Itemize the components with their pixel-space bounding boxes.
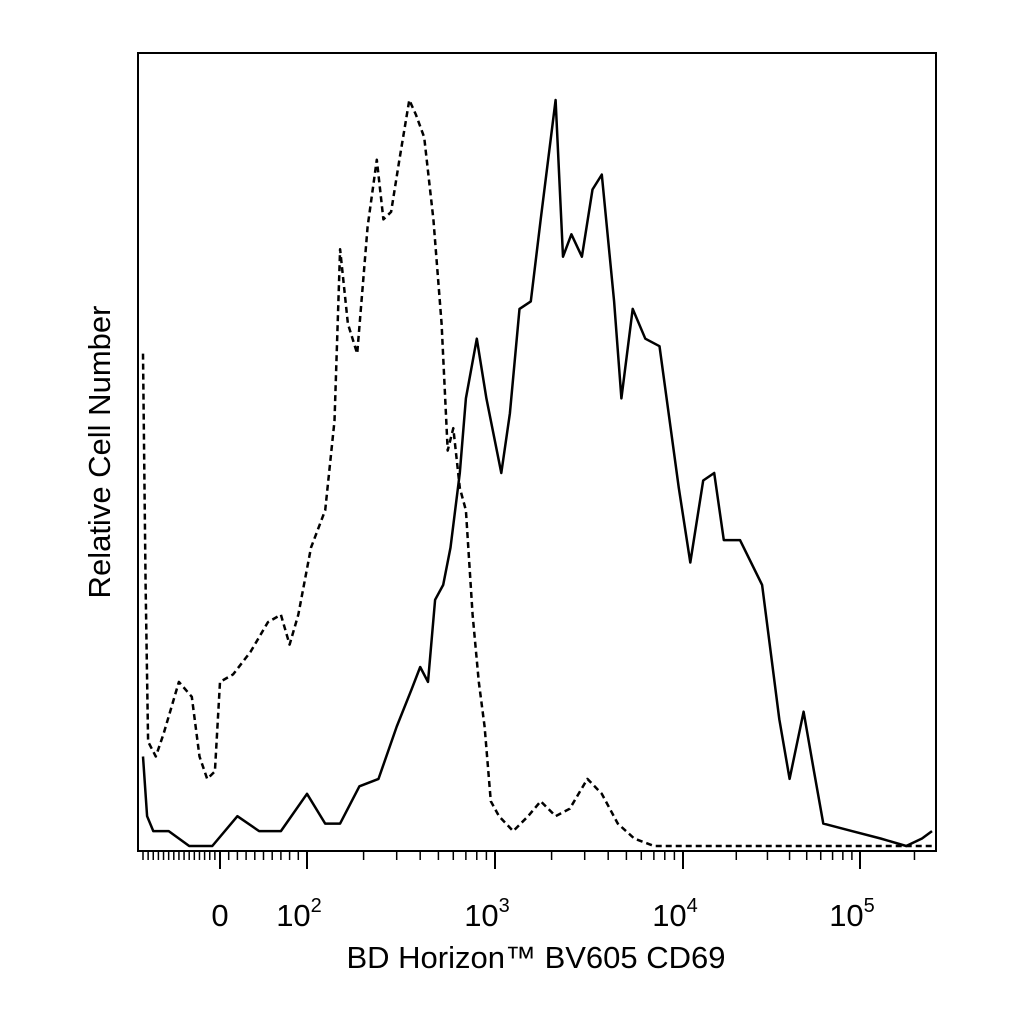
x-axis-label: BD Horizon™ BV605 CD69 — [346, 940, 725, 975]
x-tick-label: 104 — [652, 895, 698, 933]
x-tick-label: 0 — [211, 898, 228, 933]
x-tick-label: 105 — [829, 895, 875, 933]
histogram-series-dashed — [141, 98, 932, 848]
histogram-series-solid — [141, 98, 933, 848]
x-axis-major-ticks — [219, 851, 861, 869]
x-tick-label: 102 — [276, 895, 322, 933]
y-axis-label: Relative Cell Number — [82, 306, 117, 599]
x-axis-minor-ticks — [142, 851, 916, 860]
x-axis-tick-labels: 0 102 103 104 105 — [211, 895, 874, 933]
x-tick-label: 103 — [464, 895, 510, 933]
plot-frame — [137, 52, 937, 852]
series-layer — [141, 98, 933, 848]
